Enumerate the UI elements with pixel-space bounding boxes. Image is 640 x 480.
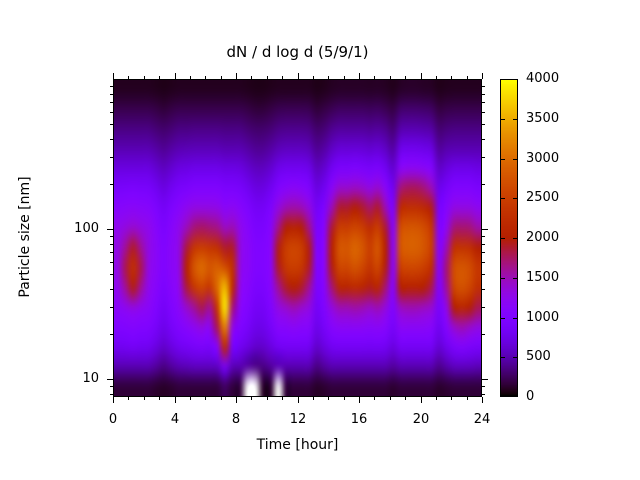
x-tick-label: 20 bbox=[412, 412, 430, 427]
colorbar-tick-label: 0 bbox=[526, 389, 535, 404]
chart-title: dN / d log d (5/9/1) bbox=[226, 43, 369, 61]
x-tick-label: 0 bbox=[108, 412, 118, 427]
colorbar-tick-label: 3000 bbox=[526, 151, 560, 166]
colorbar-frame bbox=[500, 79, 518, 397]
x-tick-label: 8 bbox=[231, 412, 241, 427]
plot-frame bbox=[113, 79, 482, 397]
colorbar-tick-label: 2000 bbox=[526, 230, 560, 245]
colorbar-tick-label: 4000 bbox=[526, 71, 560, 86]
y-tick-label: 100 bbox=[74, 221, 99, 236]
y-tick-label: 10 bbox=[82, 371, 99, 386]
x-axis-label: Time [hour] bbox=[256, 437, 339, 453]
x-tick-label: 4 bbox=[170, 412, 180, 427]
colorbar-tick-label: 1500 bbox=[526, 270, 560, 285]
x-tick-label: 12 bbox=[289, 412, 307, 427]
colorbar-tick-label: 500 bbox=[526, 349, 551, 364]
colorbar-tick-label: 2500 bbox=[526, 190, 560, 205]
colorbar-tick-label: 3500 bbox=[526, 111, 560, 126]
y-axis-label: Particle size [nm] bbox=[17, 176, 33, 298]
x-tick-label: 16 bbox=[350, 412, 368, 427]
heatmap-canvas bbox=[114, 80, 481, 396]
x-tick-label: 24 bbox=[473, 412, 491, 427]
colorbar-tick-label: 1000 bbox=[526, 310, 560, 325]
